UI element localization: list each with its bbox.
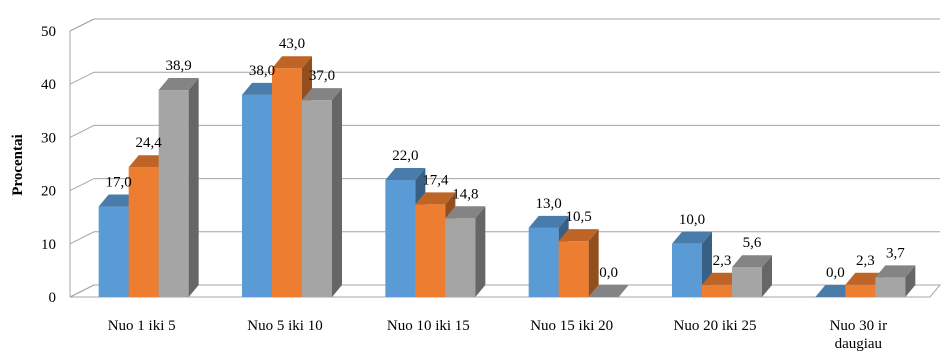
data-label: 3,7 [886,245,905,261]
y-tick-label: 20 [41,184,56,200]
data-label: 17,4 [422,172,449,188]
data-labels: 17,0 24,4 38,9 38,043,037,0 22,017,414,8 13,0… [106,36,906,281]
bar [158,78,199,297]
data-label: 10,5 [566,209,592,225]
data-label: 38,0 [249,63,275,79]
gridlines [69,18,940,298]
x-tick-label: Nuo 30 ir [830,318,888,334]
bar [875,265,916,297]
data-label: 24,4 [136,135,163,151]
data-label: 37,0 [309,68,335,84]
gridline [69,18,940,32]
x-tick-label: Nuo 20 iki 25 [674,318,757,334]
data-label: 13,0 [536,196,562,212]
gridline [69,71,940,85]
x-tick-label: Nuo 1 iki 5 [108,318,176,334]
y-tick-label: 50 [41,24,56,40]
gridline [69,231,940,245]
data-label: 0,0 [826,265,845,281]
data-label: 22,0 [392,148,418,164]
y-axis-title: Procentai [10,134,26,195]
gridline [69,284,940,298]
data-label: 14,8 [452,186,478,202]
data-label: 5,6 [743,235,762,251]
data-label: 38,9 [166,58,192,74]
data-label: 10,0 [679,212,705,228]
bar [732,255,772,297]
bars [98,56,916,298]
data-label: 43,0 [279,36,305,52]
bar [445,206,486,297]
x-tick-label: daugiau [835,336,883,352]
data-label: 0,0 [599,265,618,281]
data-label: 17,0 [106,175,132,191]
y-axis-ticks: 0 10 20 30 40 50 [41,24,56,306]
gridline [69,178,940,192]
chart-walls [69,18,942,298]
data-label: 2,3 [856,253,875,269]
y-tick-label: 40 [41,77,56,93]
chart-floor [69,284,942,298]
y-tick-label: 0 [49,290,57,306]
x-tick-label: Nuo 15 iki 20 [530,318,613,334]
gridline [69,124,940,138]
bar [302,88,342,297]
data-label: 2,3 [713,253,732,269]
x-axis-labels: Nuo 1 iki 5 Nuo 5 iki 10 Nuo 10 iki 15 Nuo … [108,318,887,352]
y-tick-label: 10 [41,237,56,253]
bar [588,285,629,297]
y-tick-label: 30 [41,130,56,146]
x-tick-label: Nuo 5 iki 10 [247,318,322,334]
bar [558,229,599,297]
bar [528,215,569,297]
x-tick-label: Nuo 10 iki 15 [387,318,470,334]
